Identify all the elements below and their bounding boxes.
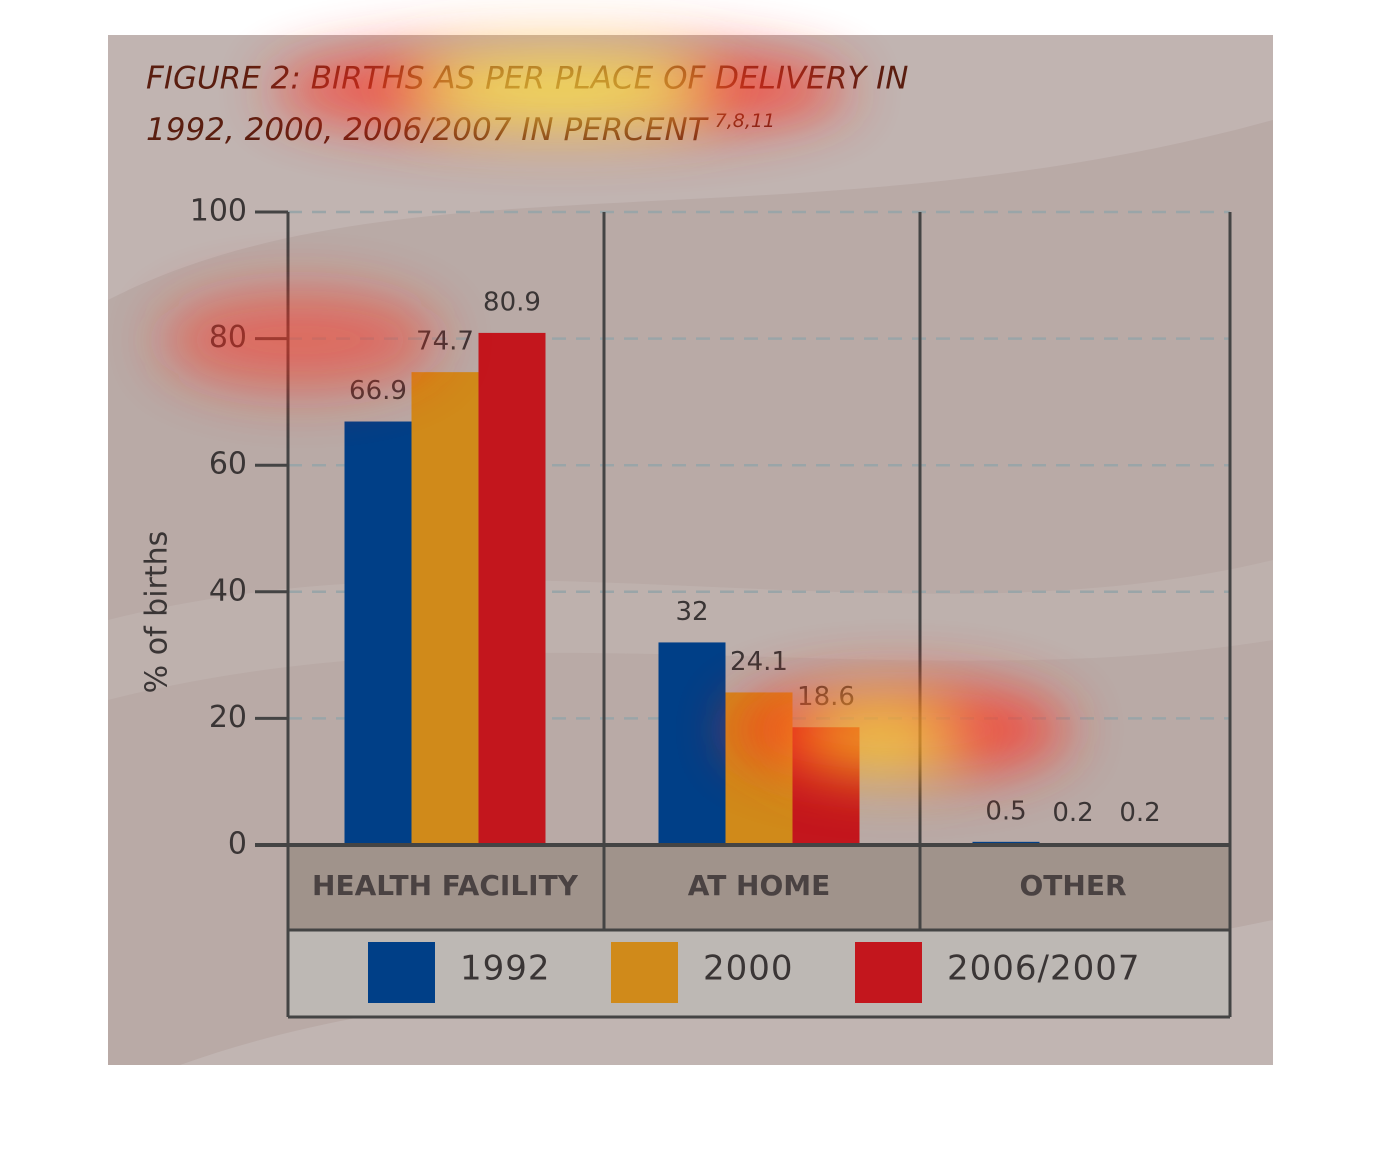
y-tick-label: 100	[190, 194, 247, 229]
bar	[411, 372, 479, 845]
bar	[658, 642, 726, 845]
y-tick-label: 20	[209, 700, 247, 735]
legend-label: 2006/2007	[947, 949, 1141, 989]
legend-band	[288, 930, 1230, 1017]
heatmap-overlay	[160, 45, 1070, 780]
legend-swatch	[855, 942, 922, 1003]
value-label: 80.9	[483, 287, 541, 317]
value-label: 0.2	[1052, 798, 1093, 828]
legend-swatch	[368, 942, 435, 1003]
value-label: 0.5	[985, 796, 1026, 826]
x-tick-label: AT HOME	[688, 869, 831, 902]
value-label: 0.2	[1119, 798, 1160, 828]
x-tick-label: HEALTH FACILITY	[312, 869, 579, 902]
category-band	[288, 845, 1230, 930]
y-tick-label: 60	[209, 447, 247, 482]
legend-label: 2000	[703, 949, 794, 989]
y-axis-label: % of births	[140, 531, 175, 694]
y-tick-label: 40	[209, 573, 247, 608]
plot: 020406080100HEALTH FACILITY66.974.780.9A…	[190, 194, 1230, 1003]
x-tick-label: OTHER	[1019, 869, 1126, 902]
bar	[478, 332, 546, 845]
value-label: 32	[675, 597, 708, 627]
value-label: 24.1	[730, 647, 788, 677]
legend-swatch	[611, 942, 678, 1003]
legend-label: 1992	[460, 949, 551, 989]
y-tick-label: 0	[228, 827, 247, 862]
bar	[344, 421, 412, 845]
